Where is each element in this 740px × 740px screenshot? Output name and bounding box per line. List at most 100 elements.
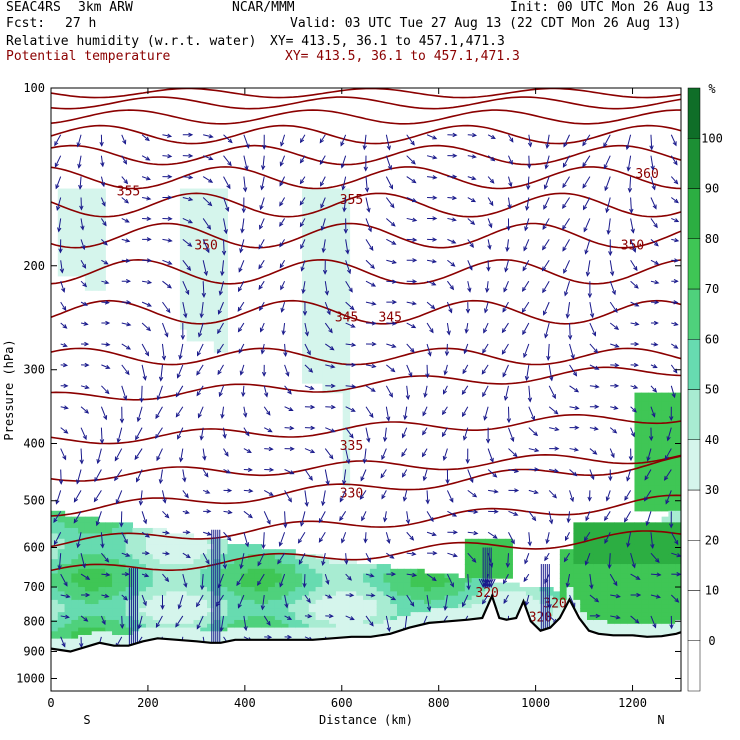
rh-cell	[329, 208, 337, 228]
wind-vector	[142, 217, 151, 220]
wind-vector-head	[158, 376, 164, 382]
wind-vector-head	[673, 279, 679, 284]
wind-vector	[562, 197, 570, 209]
wind-vector-head	[405, 519, 411, 525]
wind-vector	[627, 155, 632, 171]
rh-cell	[84, 188, 93, 210]
rh-cell	[220, 638, 228, 643]
wind-vector	[630, 427, 635, 437]
rh-cell	[71, 582, 79, 588]
wind-vector	[141, 176, 151, 180]
rh-cell	[132, 608, 140, 613]
wind-vector-head	[431, 259, 437, 264]
rh-cell	[173, 631, 181, 636]
rh-cell	[492, 568, 500, 575]
rh-cell	[675, 549, 681, 555]
theta-contour-line	[51, 222, 681, 249]
wind-vector-head	[489, 178, 495, 184]
wind-vector-head	[603, 164, 608, 170]
rh-cell	[281, 599, 290, 605]
rh-cell	[464, 591, 473, 597]
rh-cell	[525, 608, 534, 613]
rh-cell	[349, 599, 357, 605]
rh-cell	[675, 527, 681, 535]
rh-cell	[105, 582, 113, 588]
wind-vector-head	[633, 362, 639, 368]
rh-cell	[71, 638, 79, 643]
wind-vector	[647, 448, 652, 461]
rh-cell	[492, 564, 500, 570]
wind-vector	[444, 364, 448, 375]
rh-cell	[620, 619, 629, 625]
wind-vector	[324, 322, 333, 333]
wind-vector-head	[342, 207, 347, 213]
rh-cell	[478, 587, 486, 592]
wind-vector	[60, 448, 67, 460]
rh-cell	[620, 538, 629, 545]
rh-cell	[648, 591, 656, 597]
rh-cell	[78, 559, 86, 565]
rh-cell	[586, 564, 595, 570]
wind-vector-head	[625, 145, 630, 151]
rh-cell	[322, 188, 330, 210]
rh-cell	[308, 587, 317, 592]
colorbar-bin	[687, 87, 701, 139]
wind-vector	[406, 322, 416, 328]
rh-cell	[247, 595, 256, 601]
rh-cell	[84, 208, 93, 228]
rh-cell	[91, 612, 100, 617]
wind-vector-head	[401, 433, 406, 439]
rh-cell	[132, 599, 140, 605]
rh-cell	[607, 527, 615, 535]
wind-vector-head	[563, 268, 568, 274]
rh-cell	[566, 549, 575, 555]
rh-cell	[444, 595, 452, 601]
rh-cell	[98, 595, 106, 601]
rh-cell	[159, 559, 167, 565]
wind-vector-head	[472, 132, 478, 138]
rh-cell	[471, 554, 480, 560]
rh-cell	[654, 587, 663, 592]
rh-cell	[654, 522, 663, 529]
rh-cell	[295, 619, 303, 625]
wind-vector	[259, 301, 265, 311]
wind-vector-head	[258, 264, 263, 270]
rh-cell	[593, 522, 602, 529]
rh-cell	[132, 619, 140, 625]
wind-vector-head	[386, 626, 391, 633]
wind-vector-head	[507, 204, 512, 210]
wind-vector	[80, 385, 89, 389]
wind-vector-head	[287, 615, 293, 620]
rh-cell	[586, 522, 595, 529]
wind-vector	[503, 281, 509, 292]
rh-cell	[254, 544, 262, 550]
wind-vector	[202, 176, 213, 183]
wind-vector	[365, 552, 371, 563]
rh-cell	[118, 599, 127, 605]
wind-vector-head	[206, 509, 212, 514]
wind-vector-head	[61, 287, 66, 293]
wind-vector-head	[63, 581, 68, 587]
rh-cell	[227, 619, 235, 625]
rh-cell	[247, 604, 256, 609]
rh-cell	[600, 559, 608, 565]
rh-cell	[675, 479, 681, 487]
wind-vector-head	[58, 479, 64, 485]
rh-cell	[254, 631, 262, 636]
wind-vector	[585, 553, 591, 565]
wind-vector-head	[55, 184, 60, 190]
rh-cell	[193, 275, 201, 291]
rh-cell	[57, 568, 66, 575]
rh-cell	[193, 303, 201, 318]
rh-cell	[71, 616, 79, 621]
wind-vector-head	[330, 404, 336, 410]
rh-cell	[274, 595, 283, 601]
rh-cell	[295, 604, 303, 609]
rh-cell	[64, 645, 72, 650]
rh-cell	[308, 373, 317, 384]
wind-vector-head	[381, 455, 386, 461]
wind-vector-head	[58, 248, 63, 254]
rh-cell	[417, 612, 425, 617]
wind-vector-head	[54, 141, 59, 147]
wind-vector-head	[299, 179, 305, 185]
